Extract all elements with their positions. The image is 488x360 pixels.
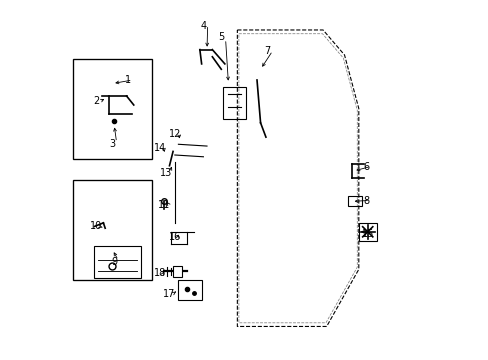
Text: 17: 17 — [163, 289, 175, 299]
Text: 10: 10 — [90, 221, 102, 231]
Bar — [223, 87, 246, 119]
Text: 3: 3 — [109, 139, 115, 149]
Text: 5: 5 — [218, 32, 224, 42]
Bar — [73, 180, 151, 280]
Text: 6: 6 — [362, 162, 368, 172]
Text: 8: 8 — [362, 197, 368, 206]
Text: 2: 2 — [93, 96, 99, 107]
Text: 18: 18 — [154, 268, 166, 278]
Bar — [347, 196, 362, 206]
Bar — [173, 266, 182, 277]
Text: 11: 11 — [158, 200, 170, 210]
Text: 13: 13 — [160, 168, 172, 178]
Text: 16: 16 — [168, 232, 181, 242]
Text: 15: 15 — [361, 229, 373, 239]
Text: 1: 1 — [125, 75, 131, 85]
Text: 4: 4 — [200, 21, 206, 31]
Bar — [94, 246, 141, 278]
Text: 9: 9 — [111, 257, 117, 267]
Text: 14: 14 — [154, 143, 166, 153]
Bar — [358, 223, 376, 241]
Bar — [73, 59, 151, 158]
Text: 12: 12 — [168, 129, 181, 139]
Text: 7: 7 — [264, 46, 270, 57]
Bar — [178, 280, 201, 300]
